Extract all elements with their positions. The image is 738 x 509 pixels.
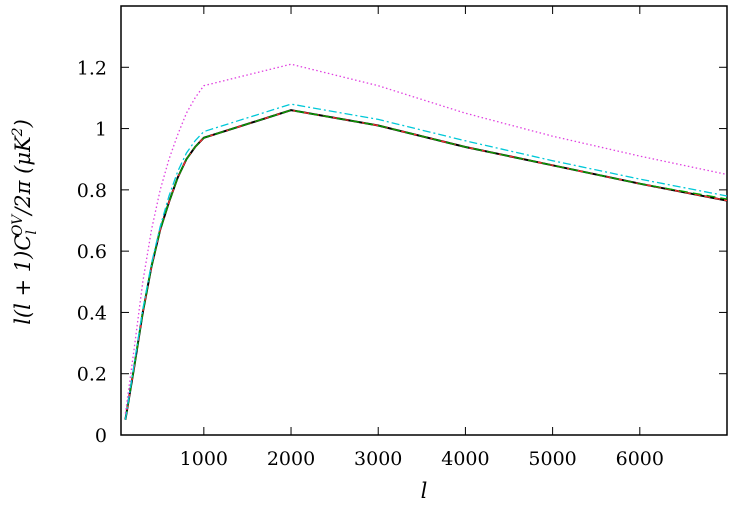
x-tick-label: 4000 — [441, 448, 489, 470]
x-tick-label: 1000 — [180, 448, 228, 470]
plot-frame — [120, 5, 728, 436]
y-tick-label: 1 — [95, 119, 107, 141]
series-line-3 — [124, 109, 727, 420]
y-tick-label: 1.2 — [77, 57, 107, 79]
series-line-1 — [124, 109, 727, 420]
y-tick-label: 0 — [95, 425, 107, 447]
y-tick-label: 0.4 — [77, 302, 107, 324]
y-axis-label: l(l + 1)ClOV/2π (μK2) — [10, 119, 40, 325]
x-axis: 1000 2000 3000 4000 5000 6000 — [180, 6, 664, 470]
series-line-4 — [124, 103, 727, 420]
series-line-5 — [124, 63, 727, 414]
series-line-2 — [124, 109, 727, 420]
x-axis-label: l — [421, 479, 428, 503]
y-tick-label: 0.2 — [77, 364, 107, 386]
x-tick-label: 5000 — [528, 448, 576, 470]
y-tick-label: 0.6 — [77, 241, 107, 263]
series-group — [124, 63, 727, 420]
y-tick-label: 0.8 — [77, 180, 107, 202]
x-tick-label: 6000 — [616, 448, 664, 470]
y-axis: 0 0.2 0.4 0.6 0.8 1 1.2 — [77, 57, 727, 447]
x-tick-label: 2000 — [267, 448, 315, 470]
x-tick-label: 3000 — [354, 448, 402, 470]
